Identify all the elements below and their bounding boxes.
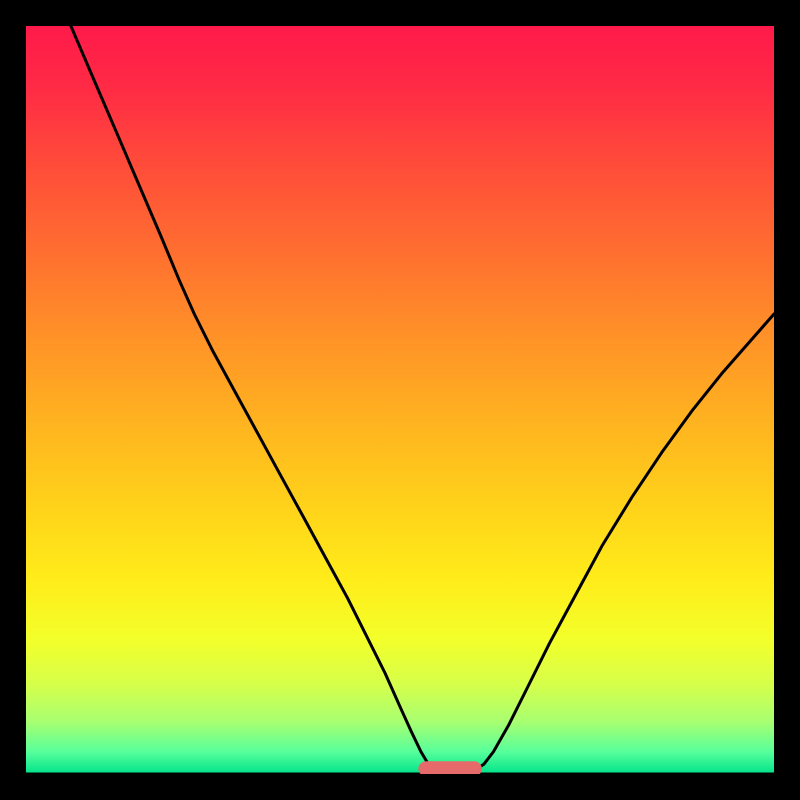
watermark-text: TheBottleneck.com: [567, 3, 772, 31]
frame-right: [774, 0, 800, 800]
frame-left: [0, 0, 26, 800]
frame-bottom: [0, 774, 800, 800]
plot-background: [26, 26, 774, 774]
chart-frame: TheBottleneck.com: [0, 0, 800, 800]
